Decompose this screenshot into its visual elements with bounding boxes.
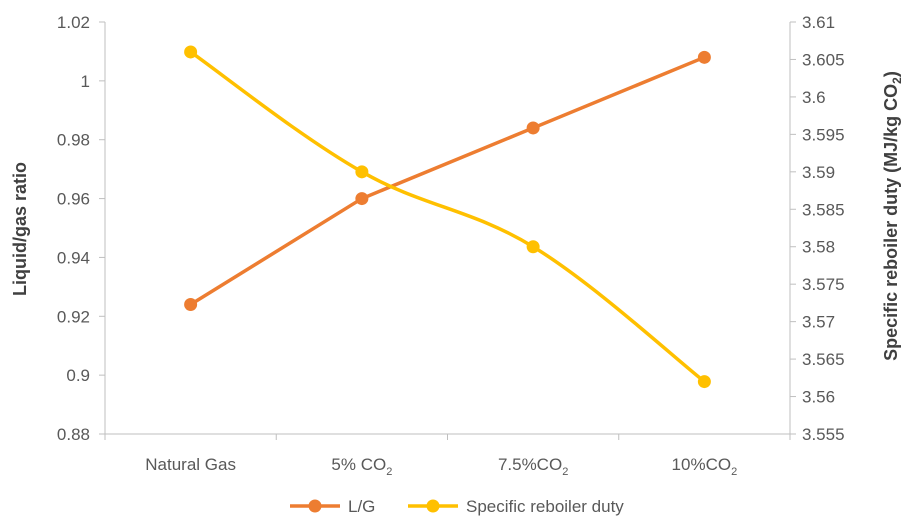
- right-axis-title: Specific reboiler duty (MJ/kg CO2): [881, 71, 904, 361]
- data-point-lg: [697, 50, 711, 64]
- legend-label: Specific reboiler duty: [466, 497, 624, 516]
- category-label-sub: 2: [731, 466, 737, 478]
- category-label: 5% CO2: [331, 455, 392, 478]
- data-point-reboiler-duty: [355, 165, 369, 179]
- right-tick-label: 3.575: [802, 275, 845, 294]
- category-label-main: 5% CO: [331, 455, 386, 474]
- left-tick-label: 0.94: [57, 248, 90, 267]
- series-lines: [188, 50, 707, 384]
- left-tick-label: 0.88: [57, 425, 90, 444]
- category-label-main: 10%CO: [672, 455, 732, 474]
- right-axis-title-main: Specific reboiler duty (MJ/kg CO: [881, 84, 901, 361]
- category-label-main: Natural Gas: [145, 455, 236, 474]
- data-point-lg: [526, 121, 540, 135]
- series-points: [184, 45, 711, 389]
- right-axis-title-end: ): [881, 71, 901, 77]
- axes: [104, 22, 791, 440]
- legend: L/G Specific reboiler duty: [290, 497, 624, 516]
- right-tick-label: 3.605: [802, 50, 845, 69]
- right-tick-label: 3.565: [802, 350, 845, 369]
- left-axis-ticks: 0.88 0.9 0.92 0.94 0.96 0.98 1 1.02: [57, 13, 105, 444]
- right-tick-label: 3.57: [802, 313, 835, 332]
- right-axis-ticks: 3.555 3.56 3.565 3.57 3.575 3.58 3.585 3.59 3.59…: [790, 13, 845, 444]
- right-tick-label: 3.555: [802, 425, 845, 444]
- category-labels: Natural Gas 5% CO2 7.5%CO2 10%CO2: [145, 455, 737, 478]
- left-axis-title: Liquid/gas ratio: [10, 162, 30, 296]
- right-tick-label: 3.585: [802, 200, 845, 219]
- category-label-main: 7.5%CO: [498, 455, 562, 474]
- right-tick-label: 3.6: [802, 88, 826, 107]
- category-label: 7.5%CO2: [498, 455, 568, 478]
- data-point-reboiler-duty: [697, 375, 711, 389]
- left-tick-label: 0.98: [57, 131, 90, 150]
- series-line-reboiler-duty: [188, 50, 707, 384]
- series-line-lg: [188, 55, 707, 307]
- left-tick-label: 0.96: [57, 190, 90, 209]
- category-label: 10%CO2: [672, 455, 738, 478]
- data-point-reboiler-duty: [526, 240, 540, 254]
- right-tick-label: 3.595: [802, 125, 845, 144]
- category-label-sub: 2: [386, 466, 392, 478]
- right-tick-label: 3.56: [802, 388, 835, 407]
- data-point-lg: [184, 298, 198, 312]
- left-tick-label: 0.9: [66, 366, 90, 385]
- right-axis-title-sub: 2: [890, 77, 904, 84]
- data-point-reboiler-duty: [184, 45, 198, 59]
- category-label-sub: 2: [562, 466, 568, 478]
- legend-marker: [308, 499, 322, 513]
- category-label: Natural Gas: [145, 455, 236, 474]
- left-tick-label: 0.92: [57, 307, 90, 326]
- right-tick-label: 3.61: [802, 13, 835, 32]
- data-point-lg: [355, 192, 369, 206]
- left-tick-label: 1.02: [57, 13, 90, 32]
- left-tick-label: 1: [81, 72, 90, 91]
- legend-label: L/G: [348, 497, 375, 516]
- legend-marker: [426, 499, 440, 513]
- right-tick-label: 3.59: [802, 163, 835, 182]
- right-tick-label: 3.58: [802, 238, 835, 257]
